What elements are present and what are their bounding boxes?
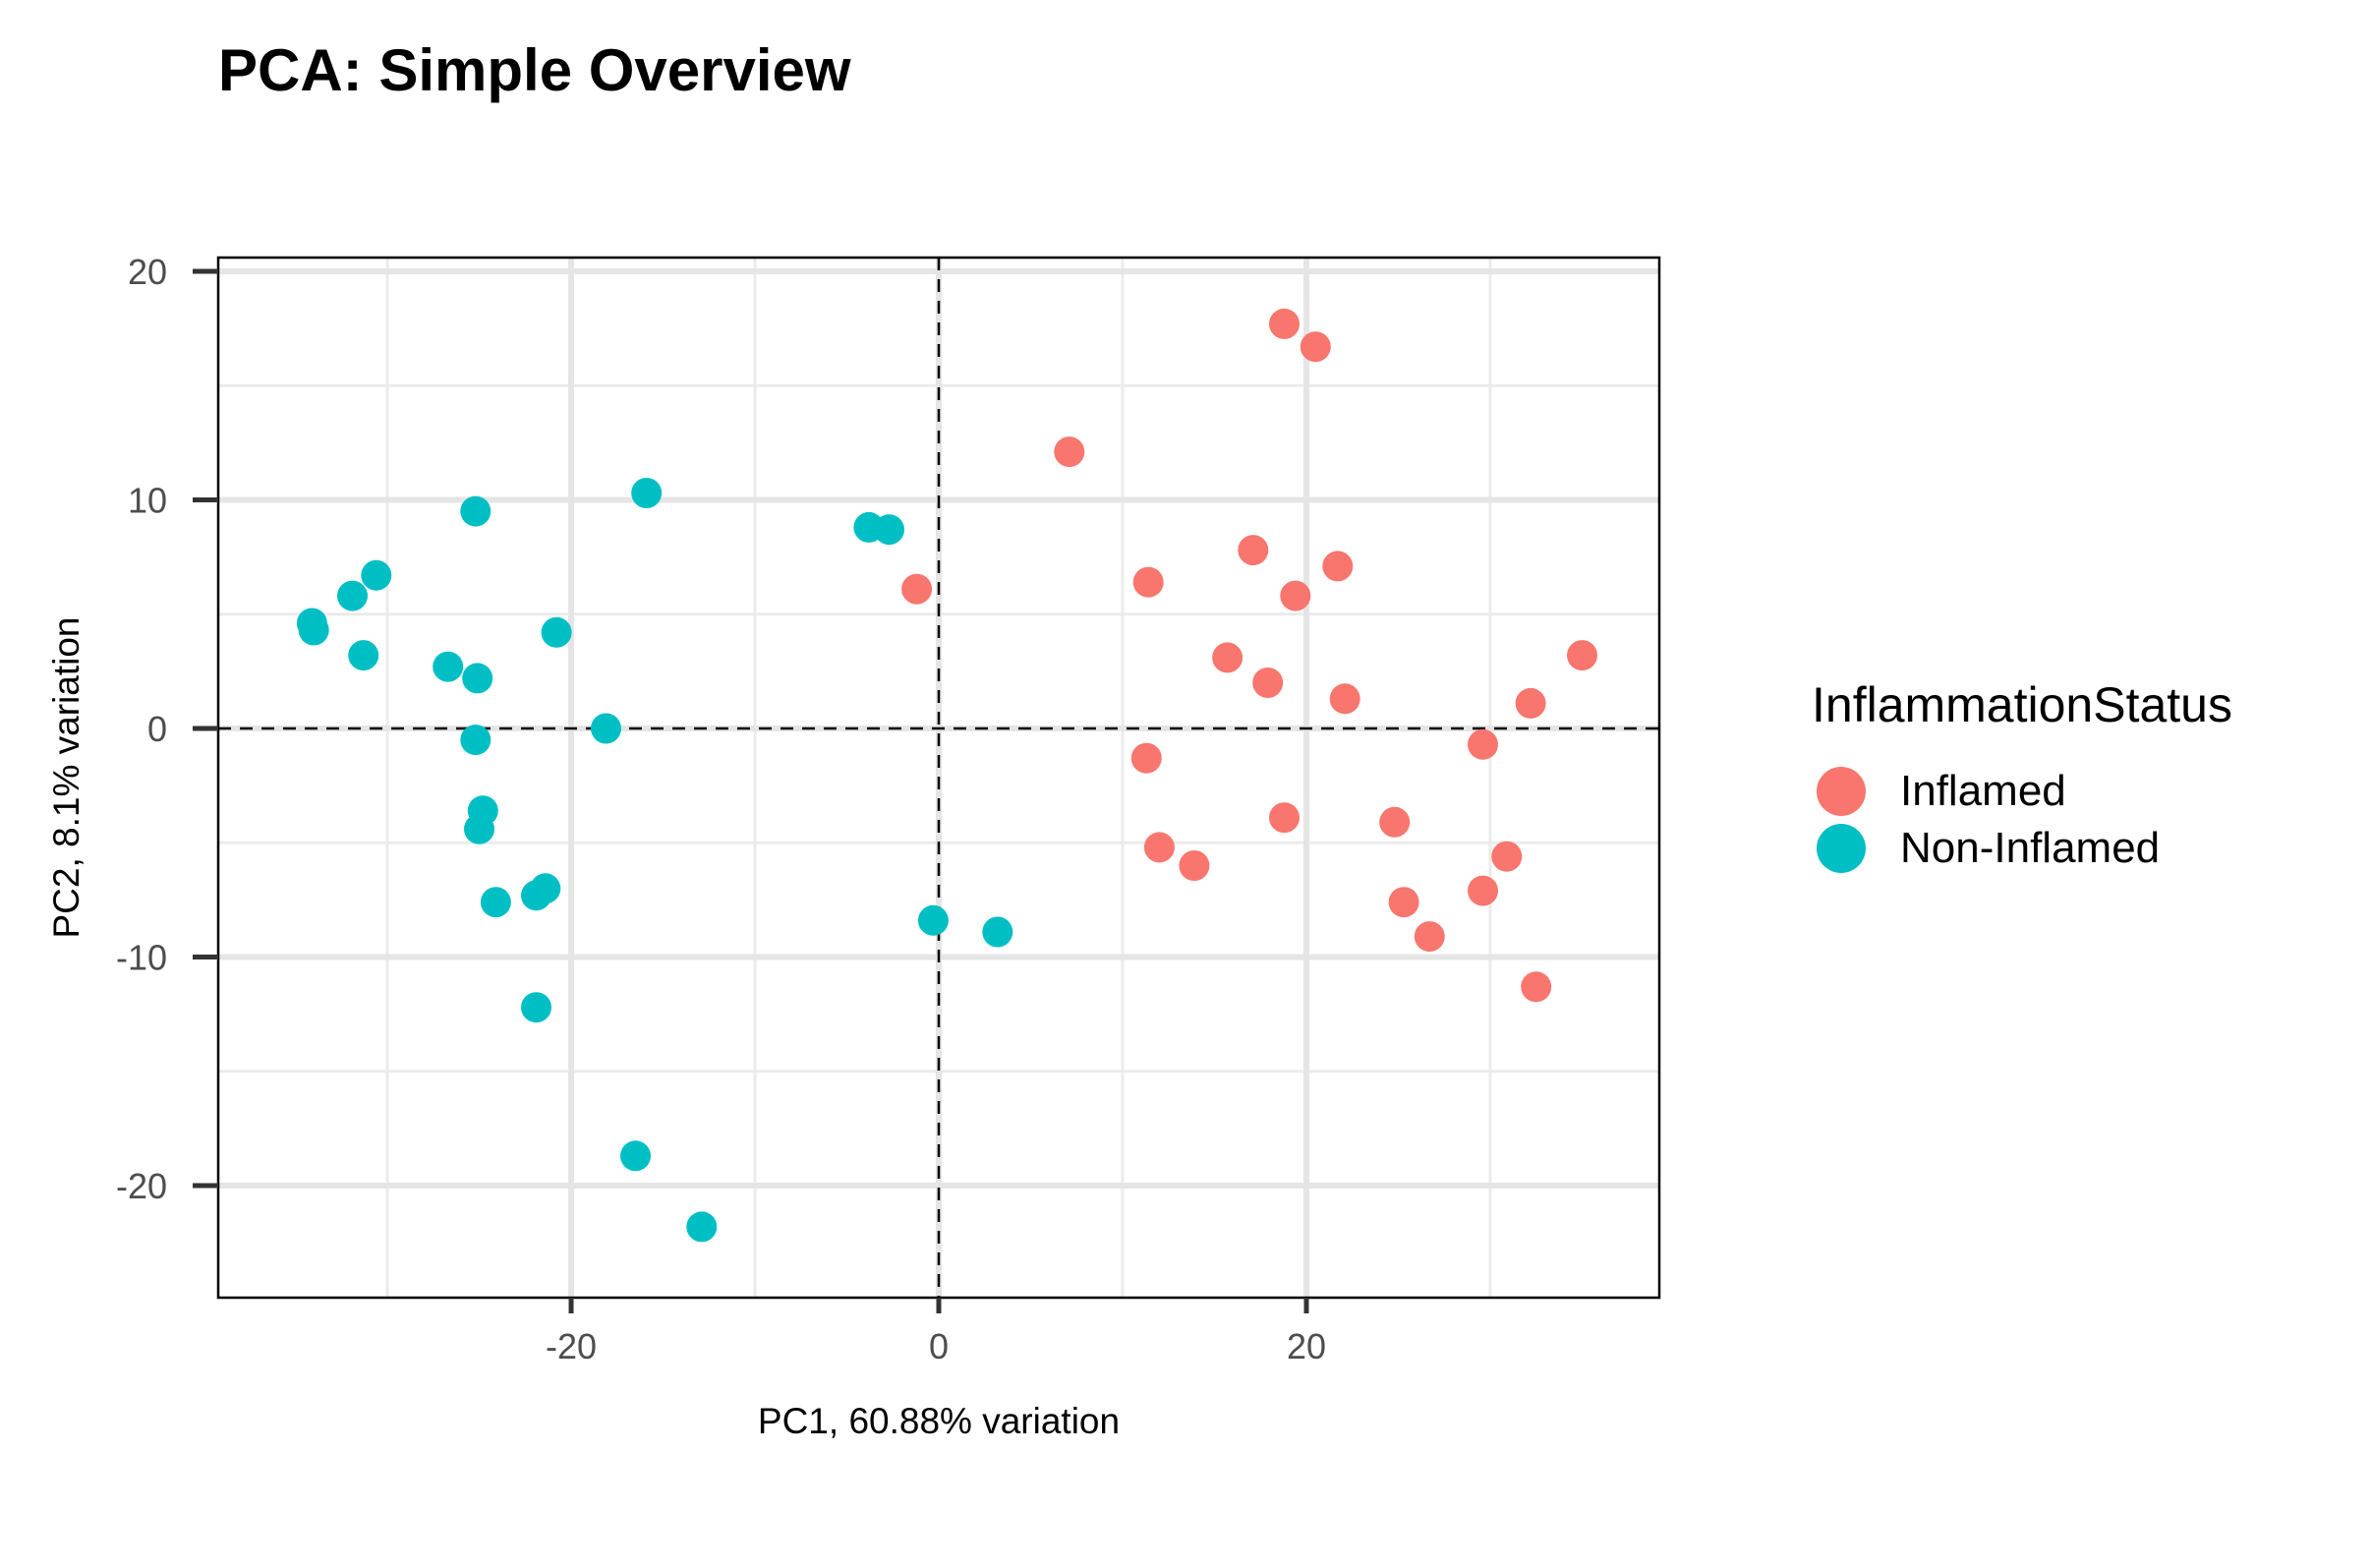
point-non-inflamed — [917, 904, 949, 936]
x-tick-label: 20 — [1287, 1326, 1326, 1366]
point-inflamed — [1143, 832, 1175, 863]
point-non-inflamed — [620, 1140, 651, 1172]
point-non-inflamed — [631, 478, 663, 508]
x-tick-label: 0 — [929, 1326, 949, 1366]
point-inflamed — [1238, 535, 1269, 566]
point-non-inflamed — [686, 1211, 718, 1243]
point-non-inflamed — [591, 713, 621, 744]
point-inflamed — [901, 573, 933, 605]
y-tick-label: 10 — [128, 480, 167, 520]
point-inflamed — [1252, 668, 1284, 698]
legend-title: InflammationStatus — [1812, 677, 2232, 732]
legend: InflammationStatus Inflamed Non-Inflamed — [1812, 677, 2232, 873]
y-tick-label: -20 — [116, 1166, 167, 1206]
x-tick-label: -20 — [546, 1326, 597, 1366]
reference-lines — [218, 258, 1659, 1298]
point-non-inflamed — [462, 663, 493, 694]
point-non-inflamed — [541, 616, 572, 648]
point-inflamed — [1269, 802, 1300, 834]
point-inflamed — [1280, 580, 1311, 611]
point-inflamed — [1414, 921, 1445, 953]
point-non-inflamed — [337, 580, 368, 611]
point-inflamed — [1515, 687, 1546, 719]
point-inflamed — [1329, 683, 1360, 715]
point-inflamed — [1468, 875, 1498, 906]
point-non-inflamed — [460, 725, 492, 756]
legend-label-inflamed: Inflamed — [1900, 767, 2066, 815]
point-inflamed — [1132, 566, 1164, 598]
axes: -20 0 20 -20 -10 0 10 20 — [116, 252, 1326, 1366]
point-inflamed — [1212, 642, 1243, 673]
point-non-inflamed — [521, 992, 551, 1023]
chart-title: PCA: Simple Overview — [218, 37, 851, 103]
point-inflamed — [1322, 551, 1354, 582]
x-axis-label: PC1, 60.88% variation — [758, 1401, 1120, 1441]
point-non-inflamed — [530, 873, 561, 904]
y-tick-label: -10 — [116, 938, 167, 978]
point-non-inflamed — [433, 651, 464, 682]
legend-key-inflamed — [1817, 767, 1866, 816]
point-non-inflamed — [348, 640, 379, 671]
legend-key-non-inflamed — [1817, 824, 1866, 873]
point-inflamed — [1521, 971, 1552, 1003]
point-non-inflamed — [480, 887, 511, 918]
point-inflamed — [1388, 887, 1419, 918]
point-inflamed — [1054, 436, 1085, 468]
data-points — [296, 308, 1597, 1243]
legend-label-non-inflamed: Non-Inflamed — [1900, 824, 2160, 872]
point-inflamed — [1567, 640, 1597, 671]
point-non-inflamed — [460, 495, 492, 527]
y-axis-label: PC2, 8.1% variation — [46, 616, 87, 938]
point-non-inflamed — [874, 514, 904, 546]
point-inflamed — [1300, 331, 1331, 363]
point-inflamed — [1468, 728, 1498, 760]
y-tick-label: 0 — [147, 709, 167, 749]
point-inflamed — [1179, 850, 1210, 881]
point-inflamed — [1130, 742, 1162, 774]
point-inflamed — [1491, 841, 1523, 872]
point-inflamed — [1269, 308, 1300, 339]
y-tick-label: 20 — [128, 252, 167, 292]
point-non-inflamed — [982, 916, 1013, 948]
point-non-inflamed — [464, 813, 494, 844]
point-inflamed — [1379, 806, 1411, 838]
point-non-inflamed — [298, 614, 329, 646]
point-non-inflamed — [361, 559, 392, 591]
